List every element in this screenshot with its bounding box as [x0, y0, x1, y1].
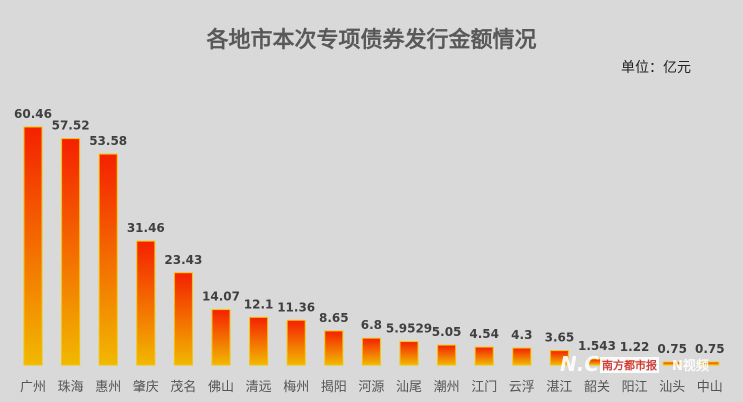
nandu-logo: 南方都市报	[600, 357, 659, 373]
value-label: 5.05	[432, 325, 462, 339]
value-label: 12.1	[244, 297, 274, 311]
watermark-logo: N.C. 南方都市报 N视频	[560, 352, 730, 380]
bar-河源	[361, 337, 381, 366]
value-label: 23.43	[164, 253, 202, 267]
value-label: 14.07	[202, 290, 240, 304]
bar-清远	[249, 316, 269, 366]
category-label: 阳江	[622, 380, 648, 395]
category-label: 江门	[471, 380, 497, 395]
category-label: 惠州	[95, 380, 121, 395]
bar-佛山	[211, 309, 231, 366]
category-label: 肇庆	[133, 380, 159, 395]
category-label: 云浮	[509, 380, 535, 395]
bar-珠海	[61, 138, 81, 366]
category-label: 潮州	[434, 380, 460, 395]
unit-label: 单位：亿元	[621, 60, 691, 76]
category-label: 汕尾	[396, 380, 422, 395]
category-label: 揭阳	[321, 380, 347, 395]
bar-中山	[700, 361, 720, 366]
value-label: 31.46	[127, 221, 165, 235]
value-label: 5.9529	[386, 322, 432, 336]
category-label: 梅州	[283, 380, 309, 395]
value-label: 8.65	[319, 311, 349, 325]
value-label: 0.75	[695, 342, 725, 356]
nvideo-logo: N视频	[672, 359, 709, 374]
bar-汕尾	[399, 341, 419, 366]
value-label: 4.3	[511, 328, 532, 342]
bar-惠州	[98, 153, 118, 366]
bar-梅州	[286, 319, 306, 366]
category-label: 清远	[246, 380, 272, 395]
category-label: 珠海	[58, 380, 84, 395]
category-label: 中山	[697, 380, 723, 395]
value-label: 53.58	[89, 134, 127, 148]
category-label: 茂名	[170, 379, 196, 395]
bar-江门	[474, 346, 494, 366]
value-label: 57.52	[52, 119, 90, 133]
category-label: 韶关	[584, 379, 610, 395]
category-label: 湛江	[546, 380, 572, 395]
bar-揭阳	[324, 330, 344, 366]
bar-汕头	[662, 361, 682, 366]
bar-潮州	[437, 344, 457, 366]
bar-肇庆	[136, 240, 156, 366]
value-label: 1.543	[578, 339, 616, 353]
bar-茂名	[173, 272, 193, 366]
value-label: 3.65	[545, 331, 575, 345]
value-label: 6.8	[361, 318, 382, 332]
category-label: 佛山	[208, 380, 234, 395]
bar-云浮	[512, 347, 532, 366]
bar-广州	[23, 126, 43, 366]
category-label: 广州	[20, 380, 46, 395]
value-label: 60.46	[14, 107, 52, 121]
chart-title: 各地市本次专项债券发行金额情况	[206, 28, 537, 53]
category-label: 河源	[358, 380, 384, 395]
value-label: 0.75	[657, 342, 687, 356]
value-label: 4.54	[469, 327, 499, 341]
category-label: 汕头	[659, 380, 685, 395]
nc-logo: N.C.	[560, 352, 607, 376]
bar-湛江	[549, 350, 569, 366]
value-label: 1.22	[620, 340, 650, 354]
value-label: 11.36	[277, 300, 315, 314]
